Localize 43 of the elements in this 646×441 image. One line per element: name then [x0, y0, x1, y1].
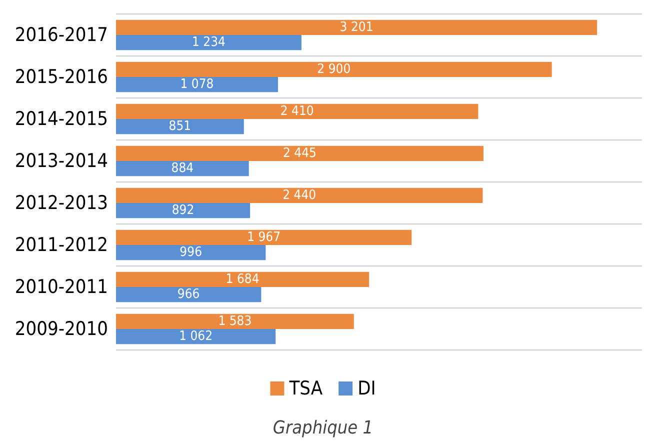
bar [116, 188, 483, 203]
data-label: 3 201 [340, 20, 374, 35]
y-tick-label: 2012-2013 [14, 192, 108, 214]
data-label: 1 967 [247, 230, 281, 245]
bar [116, 161, 249, 176]
text: Graphique 1 [272, 418, 374, 438]
data-label: 1 234 [192, 35, 226, 50]
bar [116, 287, 262, 302]
data-label: 966 [177, 287, 200, 302]
bar [116, 329, 276, 344]
y-tick-label: 2011-2012 [14, 234, 108, 256]
legend-label: TSA [288, 378, 323, 400]
data-label: 2 410 [280, 104, 314, 119]
bar [116, 314, 354, 329]
data-label: 2 440 [282, 188, 316, 203]
bar [116, 245, 266, 260]
data-label: 1 684 [226, 272, 260, 287]
data-label: 851 [168, 119, 192, 134]
bar [116, 119, 244, 134]
y-tick-label: 2013-2014 [14, 150, 108, 172]
y-tick-label: 2016-2017 [14, 24, 108, 46]
bar [116, 104, 478, 119]
bar [116, 77, 278, 92]
bar [116, 272, 370, 287]
bar [116, 35, 302, 50]
data-label: 892 [172, 203, 194, 218]
data-label: 1 062 [179, 329, 213, 344]
data-label: 996 [180, 245, 202, 260]
bar [116, 62, 552, 77]
data-label: 2 445 [282, 146, 316, 161]
legend-label: DI [358, 378, 376, 400]
y-tick-label: 2010-2011 [14, 276, 108, 298]
y-tick-label: 2009-2010 [14, 318, 108, 340]
bar [116, 20, 598, 35]
bar [116, 146, 484, 161]
data-label: 884 [171, 161, 194, 176]
data-label: 2 900 [317, 62, 351, 77]
y-tick-label: 2014-2015 [14, 108, 108, 130]
data-label: 1 078 [180, 77, 214, 92]
data-label: 1 583 [218, 314, 252, 329]
bar [116, 203, 250, 218]
bar [116, 230, 412, 245]
y-tick-label: 2015-2016 [14, 66, 108, 88]
